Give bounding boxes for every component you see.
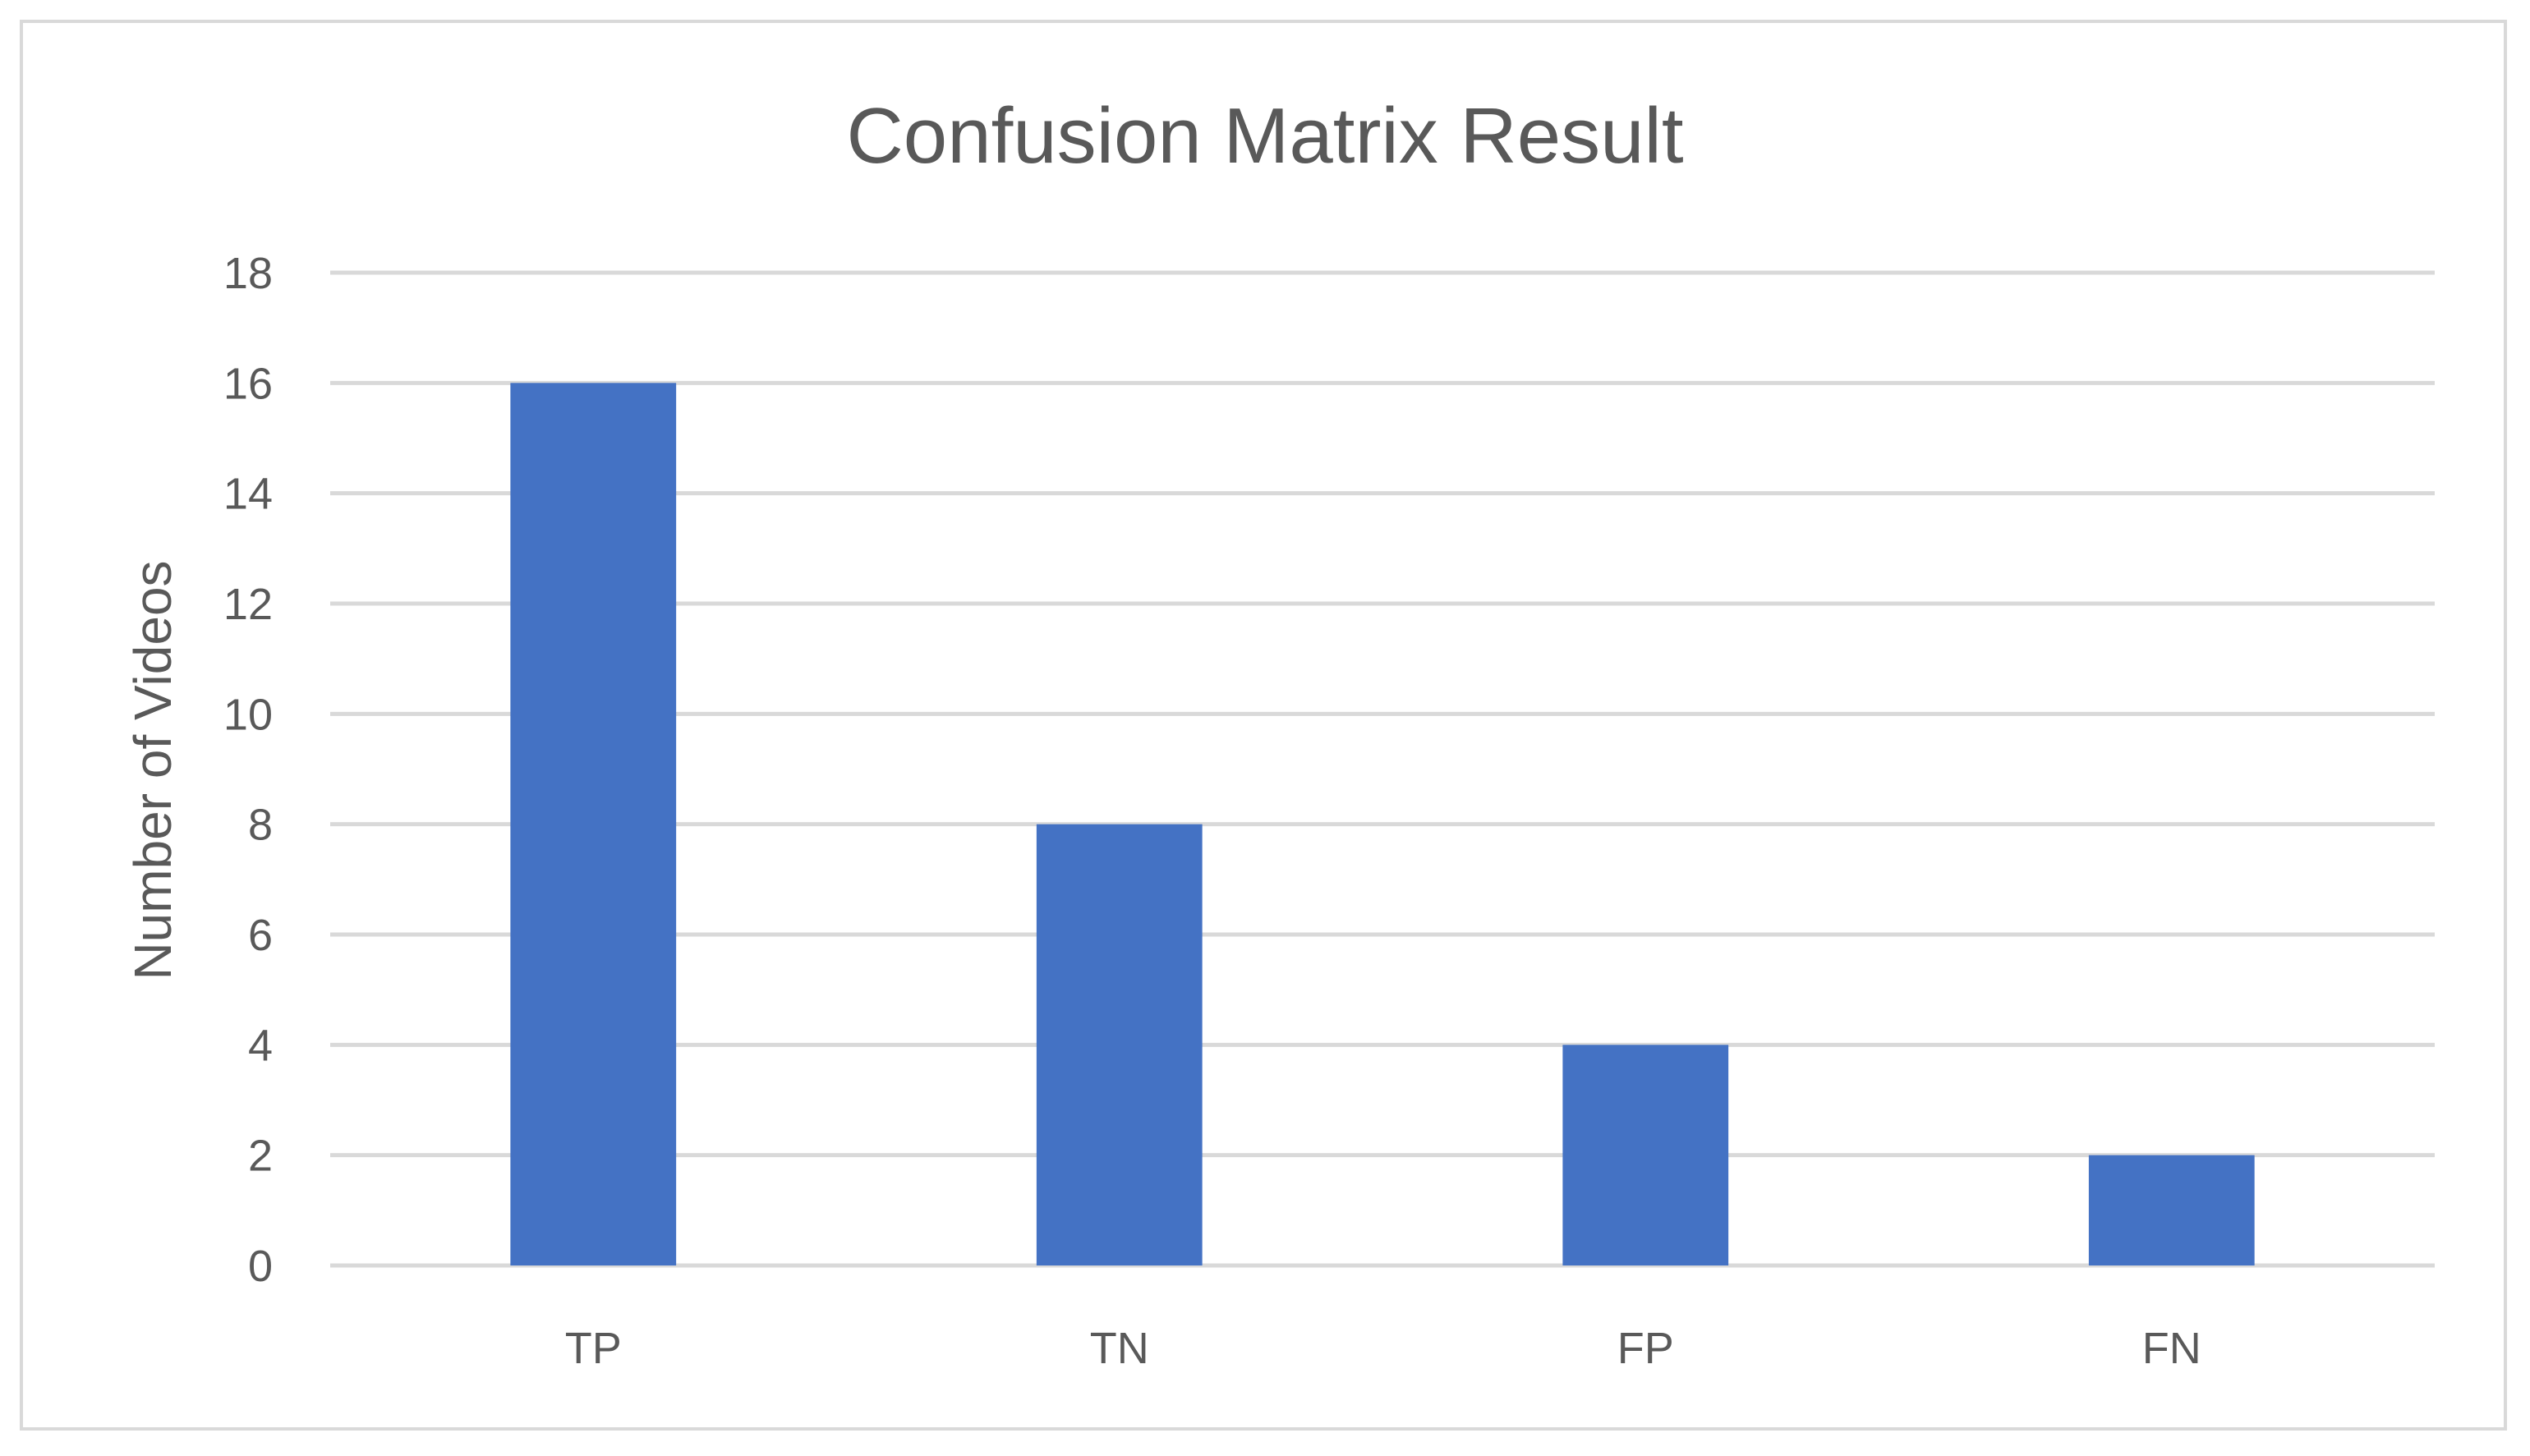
y-axis-label: Number of Videos xyxy=(123,560,182,980)
x-tick-label: FN xyxy=(2142,1324,2201,1373)
y-tick-label: 2 xyxy=(248,1132,273,1181)
x-tick-label: TN xyxy=(1090,1324,1149,1373)
y-tick-label: 8 xyxy=(248,801,273,850)
x-tick-label: TP xyxy=(565,1324,622,1373)
x-tick-label: FP xyxy=(1617,1324,1674,1373)
bar-fn xyxy=(2088,1155,2255,1265)
y-tick-label: 0 xyxy=(248,1242,273,1291)
y-tick-label: 6 xyxy=(248,911,273,960)
y-tick-label: 10 xyxy=(223,690,273,739)
y-tick-label: 12 xyxy=(223,580,273,629)
y-tick-label: 16 xyxy=(223,359,273,408)
bar-tp xyxy=(510,383,677,1265)
bar-fp xyxy=(1562,1045,1729,1265)
chart-title: Confusion Matrix Result xyxy=(846,92,1683,180)
y-tick-label: 18 xyxy=(223,249,273,298)
bar-tn xyxy=(1036,824,1203,1265)
y-tick-label: 14 xyxy=(223,470,273,519)
y-axis-ticks: 0 2 4 6 8 10 12 14 16 18 xyxy=(223,249,273,1291)
gridlines xyxy=(330,270,2435,1268)
y-tick-label: 4 xyxy=(248,1021,273,1070)
x-axis-ticks: TP TN FP FN xyxy=(565,1324,2201,1373)
bars xyxy=(510,383,2255,1265)
